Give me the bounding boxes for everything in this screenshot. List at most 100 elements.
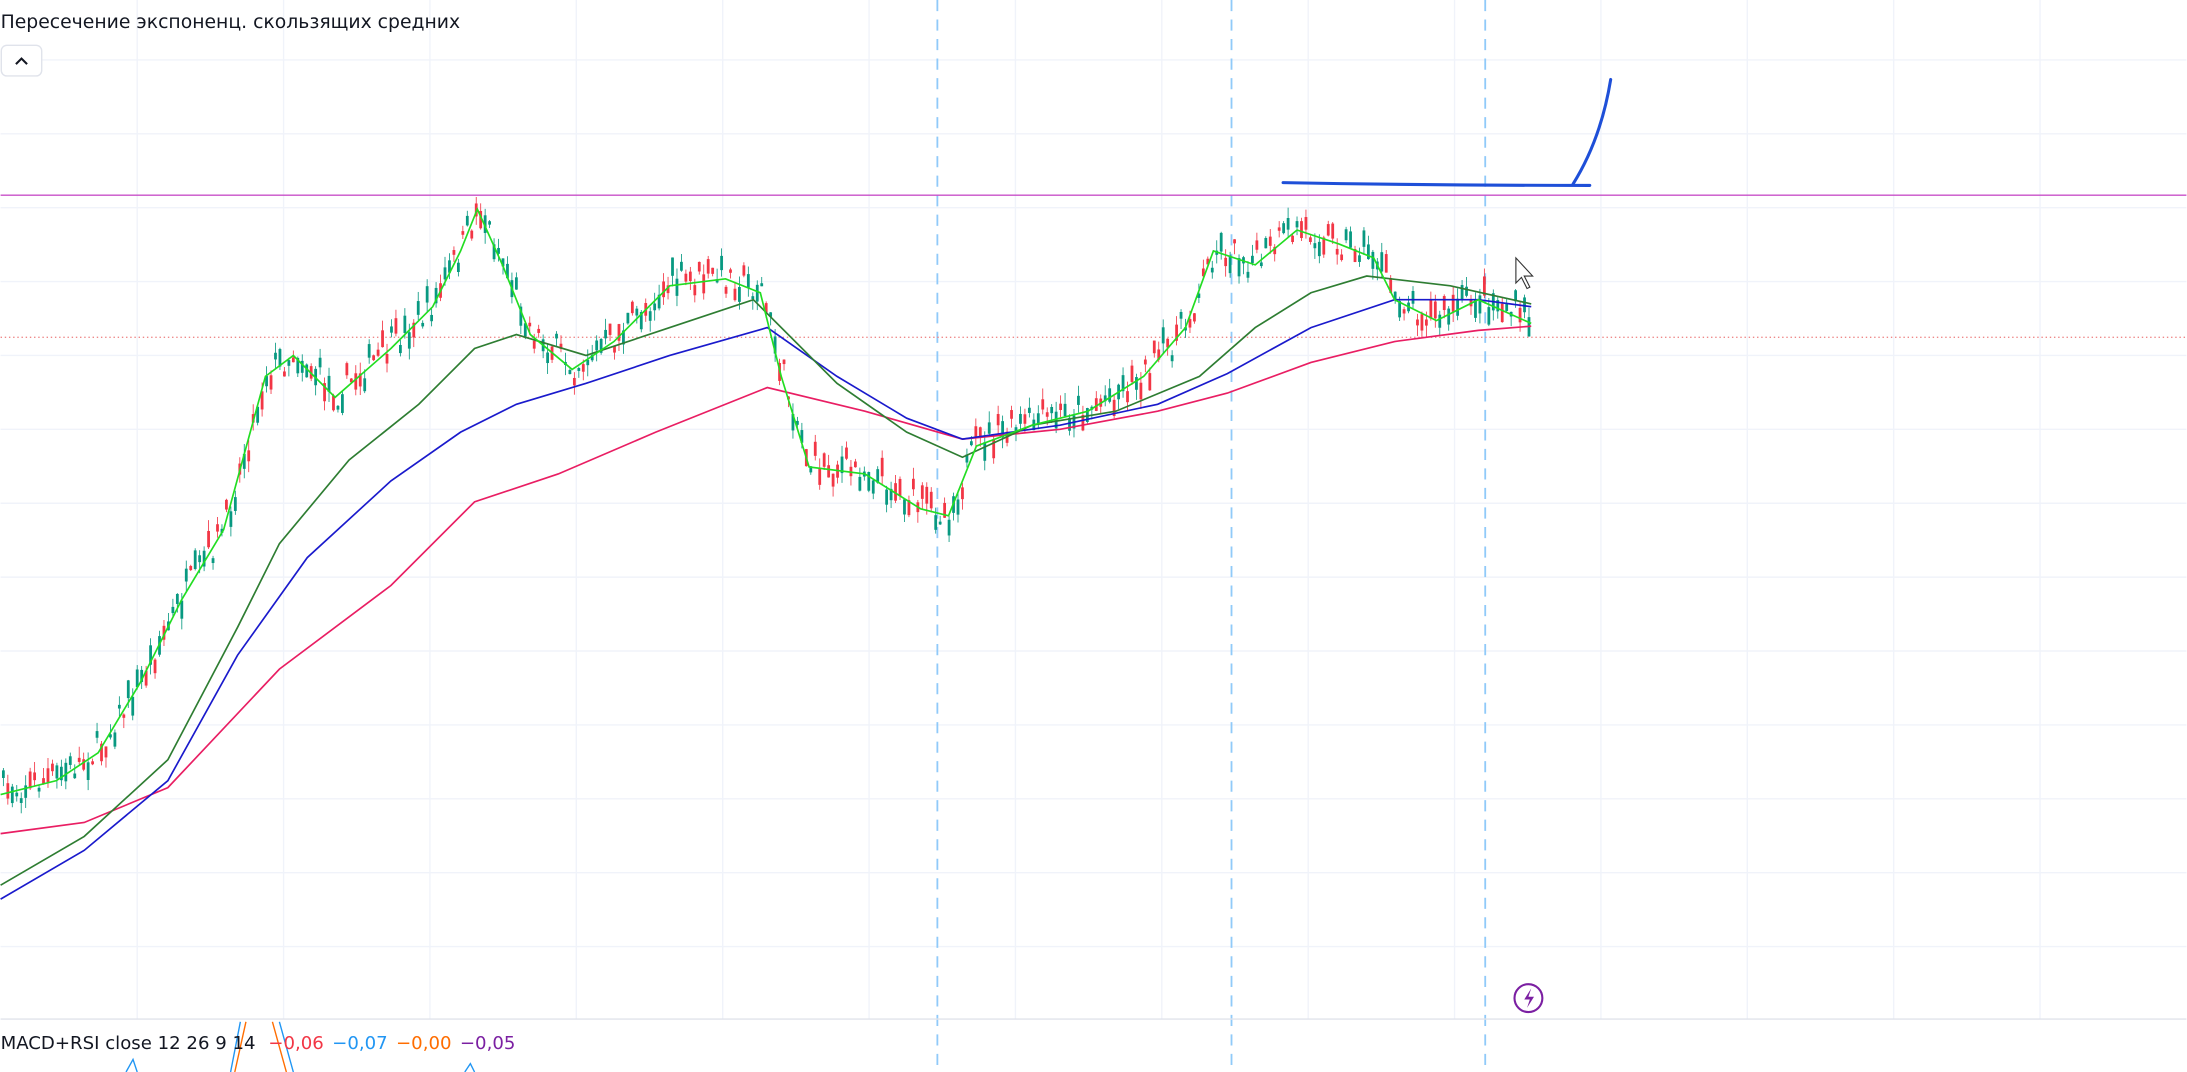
candle-body (55, 765, 59, 779)
candle-body (898, 478, 902, 496)
candle-body (126, 680, 130, 699)
candle-body (109, 734, 112, 738)
candle-body (407, 332, 411, 349)
candle-body (318, 357, 322, 368)
candle-body (840, 456, 844, 474)
candle-body (818, 468, 822, 485)
candle-body (394, 318, 398, 334)
candle-body (1255, 240, 1259, 250)
candle-body (947, 519, 951, 536)
indicator-value: −0,05 (460, 1033, 516, 1054)
candle-body (1411, 291, 1415, 304)
candle-body (1344, 229, 1348, 241)
candle-body (1438, 314, 1442, 328)
candle-body (657, 294, 661, 309)
candle-body (1, 770, 5, 778)
candle-body (345, 363, 349, 376)
candle-body (1465, 286, 1468, 296)
candle-body (590, 354, 594, 361)
candle-body (653, 303, 657, 311)
candle-body (1380, 252, 1384, 272)
candle-body (1148, 373, 1152, 391)
candle-body (1126, 391, 1129, 403)
candle-body (1224, 257, 1228, 267)
candle-body (189, 565, 193, 571)
candle-body (1429, 300, 1433, 319)
candle-body (965, 454, 969, 463)
candle-body (1197, 293, 1201, 298)
candle-body (613, 346, 616, 353)
candle-body (537, 328, 541, 333)
candle-body (1358, 255, 1361, 262)
candle-body (131, 696, 135, 716)
candle-body (622, 330, 625, 345)
indicator-legend: MACD+RSI close 12 26 9 14 −0,06 −0,07 −0,0… (1, 1033, 516, 1054)
candle-body (751, 296, 755, 300)
candle-body (269, 375, 273, 390)
candle-body (363, 378, 367, 392)
candle-body (987, 422, 991, 434)
candle-body (162, 625, 166, 640)
candle-body (332, 395, 335, 411)
candle-body (233, 497, 237, 511)
candle-body (180, 600, 184, 619)
candle-body (903, 499, 906, 515)
candle-body (1130, 365, 1134, 382)
collapse-button-frame[interactable] (0, 44, 43, 77)
candle-body (996, 414, 1000, 426)
candle-body (630, 301, 634, 314)
candle-body (943, 502, 947, 518)
candle-body (434, 287, 438, 304)
candle-body (1523, 297, 1526, 313)
candle-body (880, 457, 884, 477)
candle-body (1322, 237, 1326, 255)
candle-body (1251, 255, 1254, 264)
candle-body (448, 260, 451, 273)
candle-body (1068, 417, 1071, 431)
candle-body (1161, 327, 1165, 344)
collapse-button[interactable] (0, 44, 43, 77)
candle-body (1121, 375, 1125, 392)
candle-body (287, 360, 291, 366)
candle-body (1139, 382, 1143, 400)
candle-body (1451, 294, 1455, 312)
candle-body (1514, 290, 1518, 302)
candle-body (782, 359, 786, 365)
candle-body (769, 312, 773, 317)
candle-body (514, 277, 518, 290)
candle-body (1505, 304, 1509, 311)
candle-body (193, 550, 197, 569)
candle-body (519, 306, 523, 326)
candle-body (568, 370, 572, 375)
candle-body (1081, 414, 1085, 431)
candle-body (733, 288, 737, 301)
candle-body (506, 263, 509, 279)
candle-body (1246, 271, 1250, 278)
candle-body (724, 286, 728, 294)
candle-body (1371, 251, 1375, 269)
candle-body (225, 499, 228, 510)
candle-body (64, 762, 68, 782)
candle-body (742, 265, 746, 276)
candle-body (639, 312, 643, 330)
candle-body (1001, 421, 1005, 438)
candle-body (1487, 307, 1491, 325)
candle-body (122, 714, 126, 718)
candle-body (969, 441, 973, 446)
candle-body (1478, 295, 1482, 314)
candle-body (559, 343, 563, 349)
candle-body (140, 669, 144, 683)
dashed-markers (936, 0, 1487, 1072)
candle-body (1193, 313, 1196, 322)
candle-body (68, 756, 72, 765)
candle-body (399, 344, 402, 354)
candle-body (1402, 309, 1406, 314)
candle-body (1416, 319, 1419, 326)
candle-body (1460, 285, 1464, 300)
candle-body (1313, 243, 1317, 249)
candle-body (1331, 223, 1335, 239)
candle-body (207, 530, 210, 548)
candle-body (684, 273, 688, 282)
candle-body (911, 478, 915, 490)
